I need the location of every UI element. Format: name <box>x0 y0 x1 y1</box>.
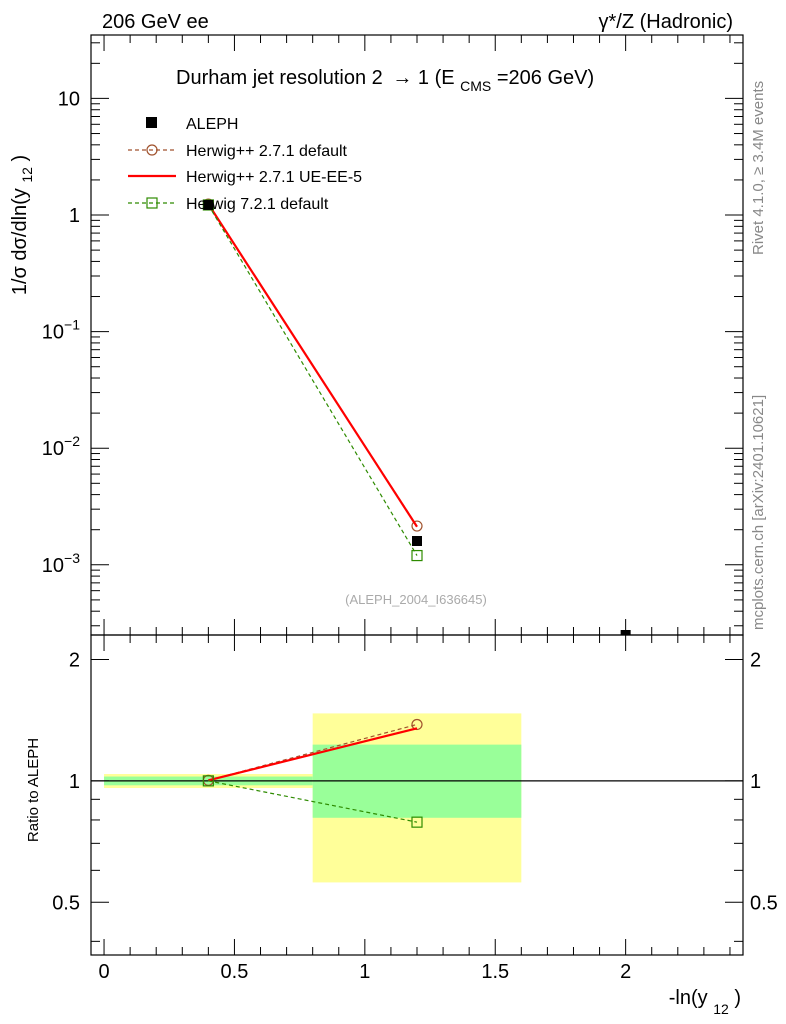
ratio-series-2-point-0 <box>202 775 214 787</box>
ratio-panel: 0 0.5 1 1.5 2 0.5 0.5 1 1 2 2 Ratio to ALEPH <box>25 634 778 983</box>
x-label-main: -ln(y <box>669 987 708 1009</box>
y-tick-label-3: 10−2 <box>42 433 80 460</box>
header-right: γ*/Z (Hadronic) <box>599 11 733 33</box>
ratio-axes: 0 0.5 1 1.5 2 0.5 0.5 1 1 2 2 <box>52 635 778 983</box>
header-left: 206 GeV ee <box>102 11 209 33</box>
y-label-close: ) <box>9 155 31 162</box>
x-label-sub: 12 <box>713 1001 729 1017</box>
title-sub: CMS <box>460 78 491 94</box>
legend-aleph-marker <box>146 117 157 128</box>
y-tick-label-4: 10−3 <box>42 550 80 577</box>
legend-series1-label: Herwig++ 2.7.1 UE-EE-5 <box>186 169 362 186</box>
ratio-tick-label-left-1: 1 <box>69 771 80 793</box>
ratio-tick-label-right-0: 0.5 <box>750 892 778 914</box>
title-arrow: → <box>392 67 412 89</box>
ratio-series-0-point-1 <box>411 718 423 731</box>
ratio-tick-label-left-0: 0.5 <box>52 892 80 914</box>
y-tick-base-3: 10 <box>42 438 64 460</box>
aleph-point-1 <box>412 536 422 547</box>
ratio-series-2-point-1 <box>411 816 423 828</box>
x-label-close: ) <box>734 987 741 1009</box>
ratio-y-label: Ratio to ALEPH <box>25 738 42 842</box>
y-tick-label-1: 1 <box>69 205 80 227</box>
y-axis-label: 1/σ dσ/dln(y 12 ) <box>9 155 37 295</box>
aleph-point-0 <box>203 199 214 210</box>
y-tick-exp-2: −1 <box>64 317 80 333</box>
x-axis-label: -ln(y 12 ) <box>669 987 741 1019</box>
series-line-2 <box>207 204 418 556</box>
y-tick-base-2: 10 <box>42 322 64 344</box>
y-tick-exp-3: −2 <box>64 433 80 449</box>
ratio-tick-label-left-2: 2 <box>69 649 80 671</box>
series-2-point-1 <box>411 549 423 562</box>
y-tick-exp-4: −3 <box>64 550 80 566</box>
rivet-label: Rivet 4.1.0, ≥ 3.4M events <box>750 81 767 255</box>
title-tail: =206 GeV) <box>497 67 594 89</box>
ratio-series-line-1 <box>208 727 418 782</box>
x-tick-label-1: 0.5 <box>221 961 249 983</box>
legend-series0-label: Herwig++ 2.7.1 default <box>186 143 348 160</box>
analysis-id: (ALEPH_2004_I636645) <box>345 592 487 607</box>
y-tick-base-0: 10 <box>58 88 80 110</box>
ratio-plot-content <box>91 713 743 883</box>
legend-series2-marker <box>146 197 158 209</box>
title-main: Durham jet resolution 2 <box>176 67 383 89</box>
main-plot-content <box>202 198 631 635</box>
mcplots-label: mcplots.cern.ch [arXiv:2401.10621] <box>750 395 767 630</box>
ratio-series-line-2 <box>208 780 418 823</box>
y-label-main: 1/σ dσ/dln(y <box>9 188 31 295</box>
legend-series0-marker <box>146 144 158 156</box>
legend-aleph-label: ALEPH <box>186 116 238 133</box>
legend-series2-label: Herwig 7.2.1 default <box>186 196 329 213</box>
x-tick-label-0: 0 <box>98 961 109 983</box>
y-tick-base-4: 10 <box>42 555 64 577</box>
y-tick-label-2: 10−1 <box>42 317 80 344</box>
x-tick-label-3: 1.5 <box>481 961 509 983</box>
title-num: 1 (E <box>418 67 455 89</box>
x-tick-label-2: 1 <box>359 961 370 983</box>
y-tick-label-0: 10 <box>58 88 80 110</box>
series-line-1 <box>207 203 418 528</box>
ratio-tick-label-right-1: 1 <box>750 771 761 793</box>
series-0-point-1 <box>411 520 423 532</box>
x-tick-label-4: 2 <box>620 961 631 983</box>
chart-title: Durham jet resolution 2 → 1 (E CMS =206 … <box>176 67 594 96</box>
legend: ALEPH Herwig++ 2.7.1 default Herwig++ 2.… <box>128 116 362 213</box>
y-label-sub: 12 <box>19 167 35 183</box>
y-tick-base-1: 1 <box>69 205 80 227</box>
ratio-tick-label-right-2: 2 <box>750 649 761 671</box>
